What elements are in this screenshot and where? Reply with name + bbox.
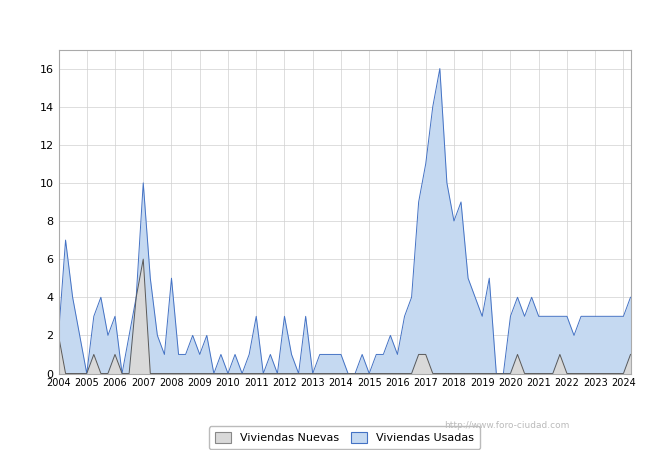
Text: Lújar - Evolucion del Nº de Transacciones Inmobiliarias: Lújar - Evolucion del Nº de Transaccione… [135,13,515,27]
Legend: Viviendas Nuevas, Viviendas Usadas: Viviendas Nuevas, Viviendas Usadas [209,427,480,449]
Text: http://www.foro-ciudad.com: http://www.foro-ciudad.com [445,421,569,430]
